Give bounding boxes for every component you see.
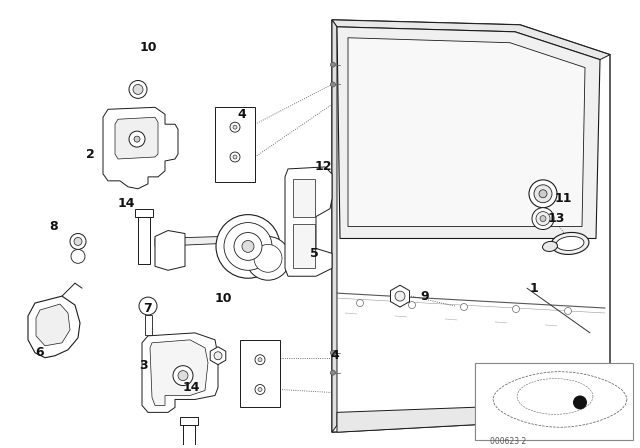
Circle shape (214, 352, 222, 360)
Circle shape (356, 300, 364, 306)
Polygon shape (36, 304, 70, 346)
Circle shape (255, 384, 265, 395)
Circle shape (74, 237, 82, 246)
Circle shape (129, 81, 147, 99)
Polygon shape (390, 285, 410, 307)
Circle shape (330, 370, 335, 375)
Circle shape (534, 185, 552, 202)
Polygon shape (150, 340, 208, 405)
Circle shape (255, 355, 265, 365)
Circle shape (513, 306, 520, 313)
Polygon shape (332, 20, 337, 432)
Circle shape (246, 237, 290, 280)
Circle shape (330, 62, 335, 67)
Circle shape (532, 208, 554, 229)
Circle shape (233, 125, 237, 129)
Bar (138, 217, 150, 264)
Polygon shape (155, 237, 222, 246)
Polygon shape (332, 20, 610, 60)
Polygon shape (337, 402, 610, 432)
Circle shape (233, 155, 237, 159)
Bar (135, 209, 153, 217)
Circle shape (173, 366, 193, 386)
Circle shape (395, 291, 405, 301)
Circle shape (408, 302, 415, 309)
Polygon shape (155, 231, 185, 270)
Text: 14: 14 (118, 197, 136, 210)
Circle shape (133, 85, 143, 95)
Polygon shape (285, 167, 332, 276)
Circle shape (224, 223, 272, 270)
Bar (145, 315, 152, 335)
Bar (240, 340, 280, 407)
Text: 9: 9 (420, 289, 429, 302)
Text: 7: 7 (143, 302, 152, 314)
Circle shape (178, 370, 188, 380)
Circle shape (70, 233, 86, 250)
Text: 6: 6 (35, 346, 44, 359)
Text: 8: 8 (49, 220, 58, 233)
Circle shape (540, 215, 546, 222)
Polygon shape (142, 333, 218, 412)
Polygon shape (348, 38, 585, 227)
Text: 13: 13 (548, 212, 565, 225)
Polygon shape (332, 20, 610, 432)
Circle shape (230, 152, 240, 162)
Bar (180, 418, 198, 425)
Circle shape (539, 190, 547, 198)
Polygon shape (28, 296, 80, 358)
Polygon shape (210, 347, 226, 365)
Circle shape (234, 233, 262, 260)
Circle shape (330, 350, 335, 355)
Circle shape (134, 136, 140, 142)
Circle shape (71, 250, 85, 263)
Bar (475, 363, 633, 440)
Bar (183, 425, 195, 448)
Bar (215, 108, 255, 182)
Circle shape (216, 215, 280, 278)
Text: 10: 10 (215, 292, 232, 305)
Circle shape (573, 396, 587, 409)
Text: 2: 2 (86, 147, 95, 160)
Circle shape (230, 122, 240, 132)
Circle shape (139, 297, 157, 315)
Ellipse shape (543, 241, 557, 251)
Circle shape (242, 241, 254, 252)
Circle shape (330, 82, 335, 87)
Text: 4: 4 (330, 349, 339, 362)
Circle shape (536, 211, 550, 225)
Text: 5: 5 (310, 247, 319, 260)
Circle shape (254, 245, 282, 272)
Polygon shape (103, 108, 178, 189)
Polygon shape (115, 117, 158, 159)
Ellipse shape (556, 237, 584, 250)
Ellipse shape (551, 233, 589, 254)
Text: 11: 11 (555, 192, 573, 205)
Text: 3: 3 (140, 359, 148, 372)
Circle shape (258, 358, 262, 362)
Bar (293, 179, 315, 217)
Text: 1: 1 (530, 282, 539, 295)
Circle shape (258, 388, 262, 392)
Text: 4: 4 (237, 108, 246, 121)
Circle shape (129, 131, 145, 147)
Circle shape (461, 304, 467, 310)
Circle shape (564, 307, 572, 314)
Text: 10: 10 (140, 41, 157, 54)
Text: 000623 2: 000623 2 (490, 437, 526, 446)
Circle shape (529, 180, 557, 208)
Polygon shape (337, 27, 600, 238)
Text: 12: 12 (315, 160, 333, 173)
Bar (293, 224, 315, 268)
Text: 14: 14 (183, 381, 200, 394)
